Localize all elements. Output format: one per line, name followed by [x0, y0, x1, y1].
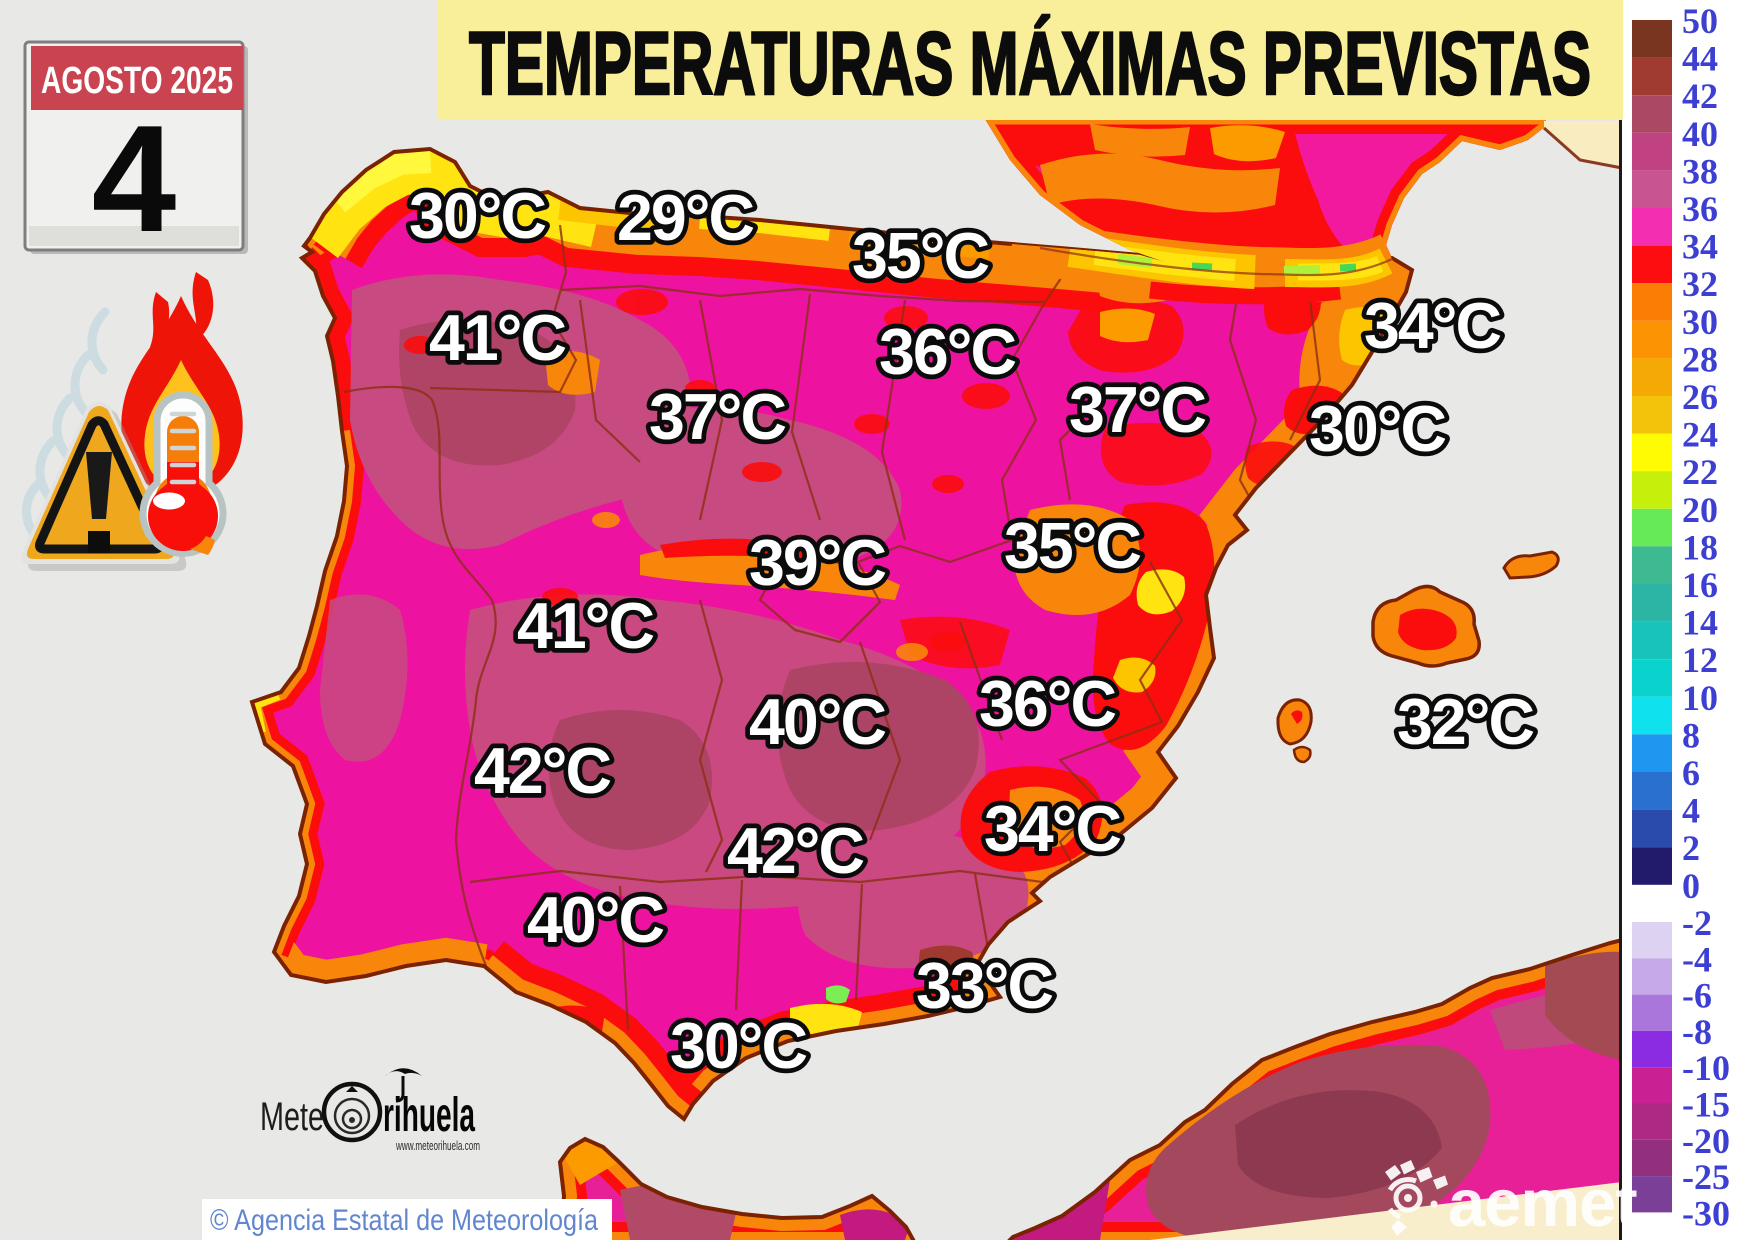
svg-text:-25: -25 [1682, 1157, 1730, 1197]
svg-text:30°C: 30°C [1309, 392, 1446, 465]
svg-text:32: 32 [1682, 264, 1718, 304]
svg-text:0: 0 [1682, 866, 1700, 906]
svg-text:30°C: 30°C [409, 179, 546, 252]
svg-text:20: 20 [1682, 490, 1718, 530]
svg-text:37°C: 37°C [649, 380, 786, 453]
svg-text:41°C: 41°C [517, 589, 654, 662]
svg-text:4: 4 [1682, 791, 1700, 831]
svg-text:35°C: 35°C [1004, 509, 1141, 582]
svg-text:14: 14 [1682, 603, 1718, 643]
svg-text:42: 42 [1682, 76, 1718, 116]
svg-text:10: 10 [1682, 678, 1718, 718]
svg-text:28: 28 [1682, 339, 1718, 379]
svg-text:32°C: 32°C [1397, 685, 1534, 758]
svg-text:50: 50 [1682, 1, 1718, 41]
svg-text:6: 6 [1682, 753, 1700, 793]
svg-text:24: 24 [1682, 415, 1718, 455]
svg-text:rihuela: rihuela [383, 1089, 475, 1142]
svg-text:18: 18 [1682, 527, 1718, 567]
svg-text:35°C: 35°C [852, 219, 989, 292]
svg-text:41°C: 41°C [429, 301, 566, 374]
svg-text:8: 8 [1682, 715, 1700, 755]
svg-text:4: 4 [92, 94, 177, 264]
svg-text:-2: -2 [1682, 903, 1712, 943]
svg-text:-30: -30 [1682, 1193, 1730, 1233]
svg-text:-10: -10 [1682, 1048, 1730, 1088]
svg-text:Mete: Mete [260, 1095, 324, 1139]
svg-text:26: 26 [1682, 377, 1718, 417]
svg-text:42°C: 42°C [474, 734, 611, 807]
svg-text:TEMPERATURAS MÁXIMAS PREVISTAS: TEMPERATURAS MÁXIMAS PREVISTAS [469, 13, 1591, 113]
svg-text:12: 12 [1682, 640, 1718, 680]
svg-text:www.meteorihuela.com: www.meteorihuela.com [395, 1138, 480, 1153]
svg-text:2: 2 [1682, 828, 1700, 868]
svg-text:29°C: 29°C [617, 181, 754, 254]
svg-text:39°C: 39°C [749, 526, 886, 599]
svg-text:aemet: aemet [1448, 1166, 1637, 1240]
svg-text:36: 36 [1682, 189, 1718, 229]
svg-text:34°C: 34°C [1364, 289, 1501, 362]
svg-text:22: 22 [1682, 452, 1718, 492]
svg-text:42°C: 42°C [727, 814, 864, 887]
svg-text:40°C: 40°C [749, 685, 886, 758]
svg-text:-4: -4 [1682, 939, 1712, 979]
svg-text:40°C: 40°C [527, 883, 664, 956]
svg-text:44: 44 [1682, 39, 1718, 79]
svg-text:© Agencia Estatal de Meteorolo: © Agencia Estatal de Meteorología [210, 1204, 598, 1237]
svg-text:33°C: 33°C [916, 949, 1053, 1022]
svg-text:38: 38 [1682, 151, 1718, 191]
svg-text:-15: -15 [1682, 1085, 1730, 1125]
svg-text:37°C: 37°C [1069, 373, 1206, 446]
svg-text:30: 30 [1682, 302, 1718, 342]
svg-text:30°C: 30°C [670, 1009, 807, 1082]
svg-text:34°C: 34°C [984, 792, 1121, 865]
svg-text:AGOSTO 2025: AGOSTO 2025 [41, 60, 233, 102]
svg-text:34: 34 [1682, 227, 1718, 267]
svg-text:40: 40 [1682, 114, 1718, 154]
svg-text:-8: -8 [1682, 1012, 1712, 1052]
svg-text:36°C: 36°C [979, 667, 1116, 740]
svg-text:16: 16 [1682, 565, 1718, 605]
svg-text:-20: -20 [1682, 1121, 1730, 1161]
svg-text:-6: -6 [1682, 976, 1712, 1016]
svg-text:36°C: 36°C [879, 315, 1016, 388]
